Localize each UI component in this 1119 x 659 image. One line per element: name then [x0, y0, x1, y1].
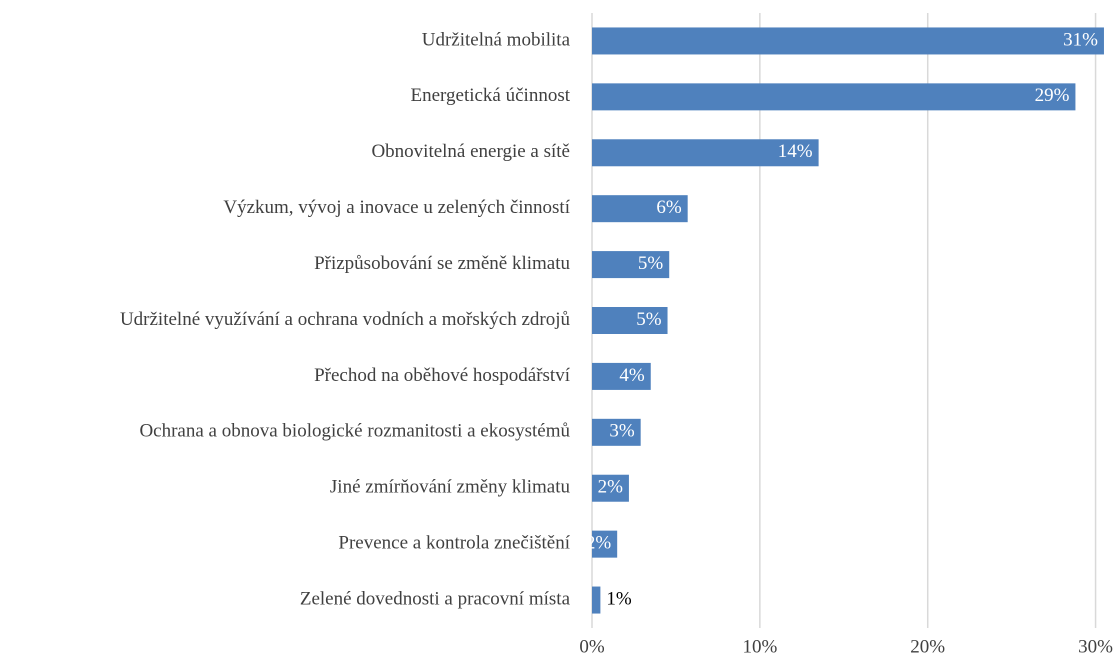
y-tick-label: Jiné zmírňování změny klimatu — [330, 477, 571, 498]
y-tick-label: Prevence a kontrola znečištění — [338, 532, 570, 553]
bar — [592, 83, 1076, 111]
value-label: 4% — [619, 365, 645, 386]
bar — [592, 251, 670, 279]
value-label: 5% — [636, 309, 662, 330]
y-tick-label: Energetická účinnost — [410, 85, 570, 106]
value-label: 5% — [638, 253, 664, 274]
y-tick-label: Přizpůsobování se změně klimatu — [314, 253, 570, 274]
x-tick-label: 10% — [742, 636, 777, 657]
y-tick-label: Udržitelné využívání a ochrana vodních a… — [120, 309, 571, 330]
value-label: 1% — [606, 588, 632, 609]
value-label: 2% — [598, 477, 624, 498]
y-tick-label: Udržitelná mobilita — [422, 29, 571, 50]
y-tick-label: Ochrana a obnova biologické rozmanitosti… — [139, 421, 570, 442]
bar — [592, 474, 629, 502]
value-label: 6% — [656, 197, 682, 218]
y-tick-label: Výzkum, vývoj a inovace u zelených činno… — [223, 197, 570, 218]
y-tick-label: Zelené dovednosti a pracovní místa — [300, 588, 571, 609]
value-label: 2% — [586, 532, 612, 553]
bar — [592, 418, 641, 446]
bar — [592, 530, 618, 558]
bar — [592, 139, 819, 167]
bar — [592, 27, 1104, 55]
bar — [592, 586, 601, 614]
x-tick-label: 20% — [910, 636, 945, 657]
x-tick-label: 0% — [579, 636, 605, 657]
bar — [592, 362, 651, 390]
x-tick-label: 30% — [1078, 636, 1113, 657]
y-tick-label: Přechod na oběhové hospodářství — [314, 365, 571, 386]
value-label: 29% — [1035, 85, 1070, 106]
bar — [592, 195, 688, 223]
y-tick-label: Obnovitelná energie a sítě — [371, 141, 570, 162]
value-label: 14% — [778, 141, 813, 162]
bar — [592, 307, 668, 334]
value-label: 31% — [1063, 29, 1098, 50]
value-label: 3% — [609, 421, 635, 442]
